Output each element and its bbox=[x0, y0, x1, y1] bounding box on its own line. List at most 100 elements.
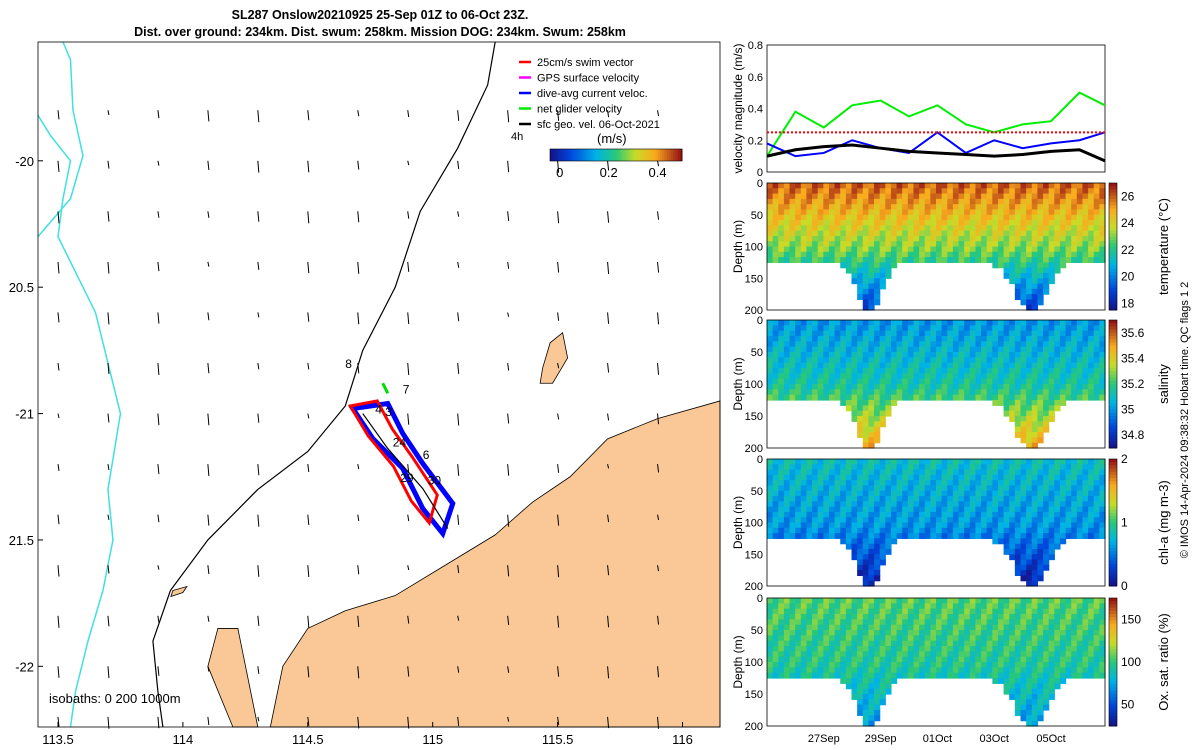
current-vector bbox=[457, 565, 460, 574]
colorbar-segment bbox=[644, 149, 648, 161]
current-vector bbox=[557, 261, 560, 273]
current-vector bbox=[407, 413, 410, 425]
colorbar-segment bbox=[550, 149, 553, 161]
colorbar-segment bbox=[611, 149, 615, 161]
current-vector bbox=[357, 565, 360, 575]
track-day-label: 8 bbox=[345, 357, 352, 371]
colorbar-segment bbox=[602, 149, 606, 161]
current-vector bbox=[507, 413, 510, 424]
current-vector bbox=[457, 464, 460, 476]
current-vector bbox=[507, 160, 510, 173]
current-vector bbox=[257, 261, 260, 270]
colorbar-segment bbox=[576, 149, 580, 161]
current-vector bbox=[307, 565, 310, 577]
current-vector bbox=[407, 362, 410, 376]
current-vector bbox=[557, 565, 560, 578]
colorbar-tick-label: 0.2 bbox=[600, 165, 618, 180]
colorbar-segment bbox=[679, 149, 683, 161]
current-vector bbox=[507, 615, 510, 626]
colorbar-segment bbox=[552, 149, 555, 161]
isobath-legend: isobaths: 0 200 1000m bbox=[49, 691, 181, 706]
colorbar-segment bbox=[646, 149, 650, 161]
barrow-island bbox=[539, 331, 569, 384]
current-vector bbox=[607, 211, 610, 223]
current-vector bbox=[307, 160, 310, 173]
colorbar-segment bbox=[609, 149, 613, 161]
colorbar-segment bbox=[620, 149, 624, 161]
current-vector bbox=[607, 413, 610, 421]
current-vector bbox=[657, 565, 660, 572]
colorbar-segment bbox=[633, 149, 637, 161]
current-vector bbox=[607, 615, 610, 628]
map-x-tick-label: 114 bbox=[173, 732, 194, 747]
current-vector bbox=[307, 413, 310, 419]
colorbar-segment bbox=[596, 149, 599, 161]
current-vector bbox=[107, 261, 110, 274]
current-vector bbox=[657, 413, 660, 425]
current-vector bbox=[257, 211, 260, 222]
current-vector bbox=[357, 716, 360, 729]
colorbar-segment bbox=[640, 149, 643, 161]
current-vector bbox=[507, 464, 510, 476]
current-vector bbox=[457, 362, 460, 374]
current-vector bbox=[307, 362, 310, 370]
current-vector bbox=[607, 565, 610, 576]
current-vector bbox=[557, 514, 560, 526]
colorbar-segment bbox=[635, 149, 639, 161]
colorbar-segment bbox=[556, 149, 560, 161]
colorbar-segment bbox=[591, 149, 595, 161]
current-vector bbox=[207, 565, 210, 575]
colorbar-segment bbox=[607, 149, 610, 161]
current-vector bbox=[57, 110, 60, 120]
current-vector bbox=[357, 362, 360, 374]
legend-label: net glider velocity bbox=[537, 104, 622, 116]
colorbar-segment bbox=[673, 149, 676, 161]
colorbar-segment bbox=[651, 149, 654, 161]
current-vector bbox=[207, 261, 210, 267]
legend-label: dive-avg current veloc. bbox=[537, 88, 648, 100]
current-vector bbox=[157, 211, 160, 218]
current-vector bbox=[457, 211, 460, 217]
current-vector bbox=[57, 362, 60, 371]
current-vector bbox=[107, 464, 110, 471]
small-island bbox=[170, 585, 188, 598]
track-day-label: 6 bbox=[423, 448, 430, 462]
map-y-tick-label: -22 bbox=[15, 659, 34, 674]
current-vector bbox=[507, 312, 510, 317]
current-vector bbox=[657, 362, 660, 375]
current-vector bbox=[457, 413, 460, 426]
current-vector bbox=[257, 615, 260, 626]
map-y-tick-label: 20.5 bbox=[9, 280, 34, 295]
colorbar-segment bbox=[657, 149, 661, 161]
current-vector bbox=[157, 464, 160, 475]
current-vector bbox=[657, 666, 660, 678]
mainland-coast bbox=[269, 400, 721, 728]
current-vector bbox=[207, 362, 210, 374]
legend-label: 25cm/s swim vector bbox=[537, 57, 634, 69]
current-vector bbox=[557, 160, 560, 173]
current-vector bbox=[157, 565, 160, 570]
colorbar-segment bbox=[664, 149, 668, 161]
colorbar-segment bbox=[589, 149, 593, 161]
current-vector bbox=[307, 716, 310, 726]
colorbar-segment bbox=[594, 149, 597, 161]
current-vector bbox=[657, 464, 660, 473]
current-vector bbox=[657, 110, 660, 117]
colorbar-segment bbox=[565, 149, 569, 161]
current-vector bbox=[557, 464, 560, 473]
map-x-tick-label: 113.5 bbox=[42, 732, 74, 747]
colorbar-segment bbox=[653, 149, 657, 161]
colorbar-segment bbox=[616, 149, 619, 161]
colorbar-segment bbox=[567, 149, 571, 161]
current-vector bbox=[607, 464, 610, 469]
colorbar-segment bbox=[572, 149, 575, 161]
current-vector bbox=[507, 666, 510, 673]
current-vector bbox=[207, 160, 210, 171]
track-day-label: 4 bbox=[375, 403, 382, 417]
current-vector bbox=[557, 110, 560, 121]
current-vector bbox=[157, 110, 160, 119]
track-day-label: 29 bbox=[400, 471, 414, 485]
current-vector bbox=[307, 666, 310, 678]
current-vector bbox=[457, 110, 460, 121]
current-vector bbox=[557, 413, 560, 420]
